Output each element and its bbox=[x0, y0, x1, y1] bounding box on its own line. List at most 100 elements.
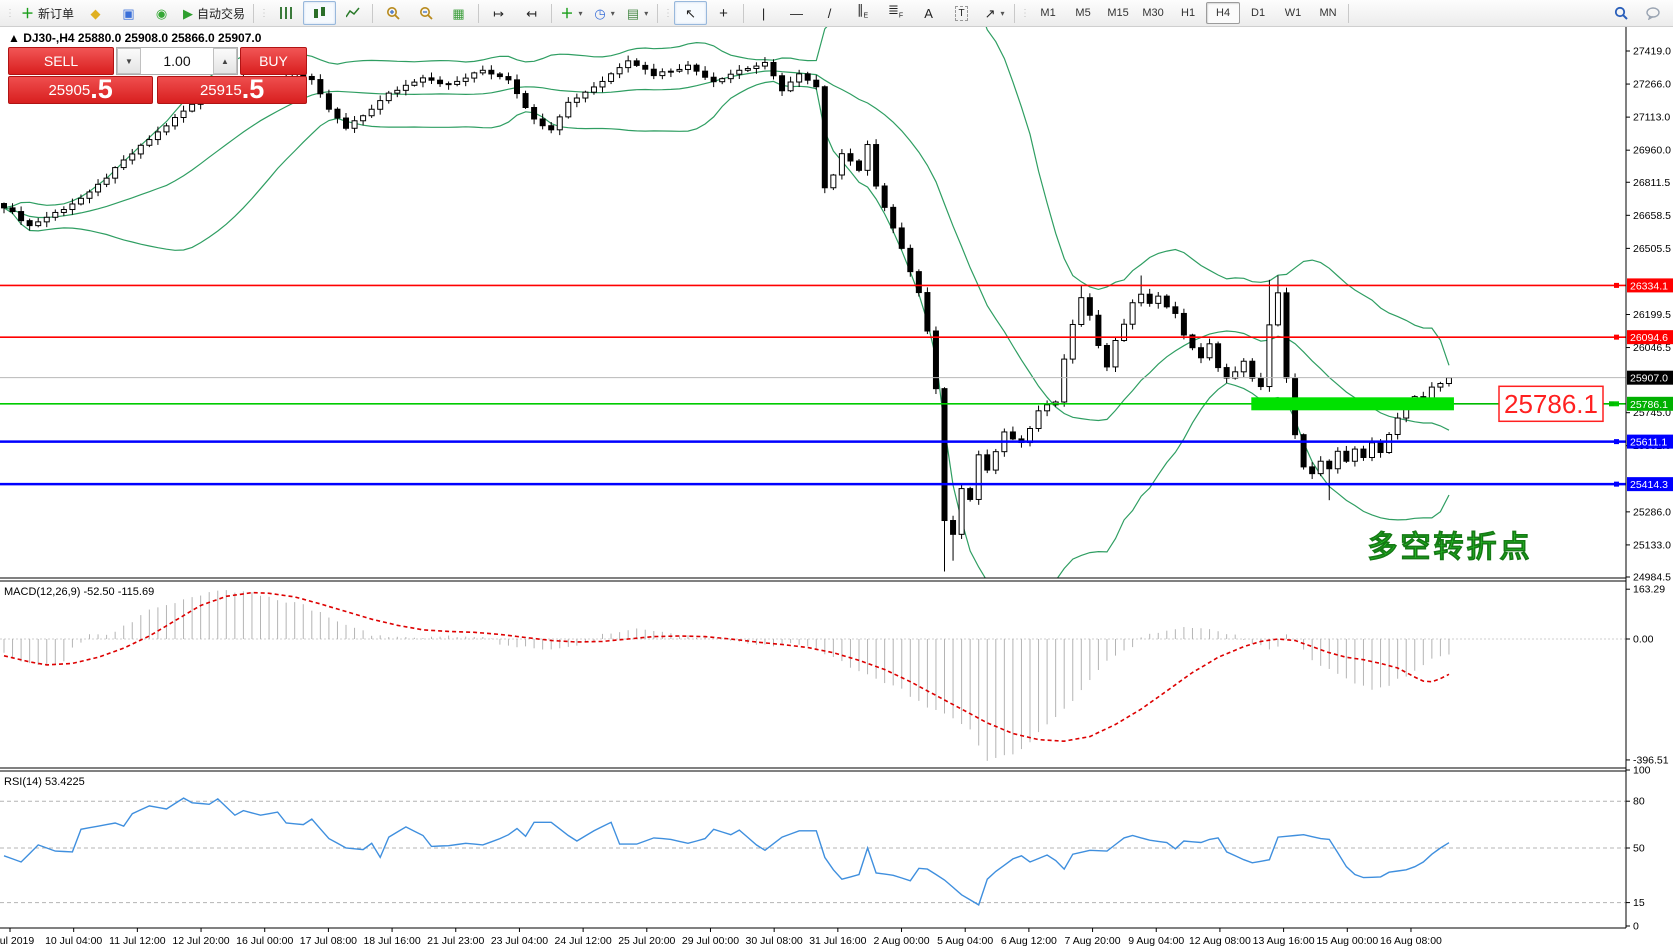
buy-price-display[interactable]: 25915.5 bbox=[157, 76, 307, 104]
candle bbox=[317, 79, 324, 95]
time-axis-label: 15 Aug 00:00 bbox=[1316, 935, 1378, 947]
candle bbox=[1343, 450, 1350, 462]
timeframe-button-D1[interactable]: D1 bbox=[1251, 7, 1266, 19]
search-button[interactable] bbox=[1604, 1, 1637, 25]
autotrading-button[interactable]: ▶ 自动交易 bbox=[178, 1, 250, 25]
chart-shift-button[interactable]: ↤ bbox=[515, 1, 548, 25]
candle bbox=[796, 73, 803, 83]
candlestick-chart-button[interactable] bbox=[303, 1, 337, 25]
text-button[interactable]: A bbox=[912, 1, 945, 25]
timeframe-button-H1[interactable]: H1 bbox=[1181, 7, 1196, 19]
volume-input[interactable] bbox=[141, 48, 213, 74]
time-axis-label: 2 Aug 00:00 bbox=[873, 935, 929, 947]
candle bbox=[539, 118, 546, 127]
templates-button[interactable]: ▤ ▾ bbox=[626, 5, 649, 21]
candle bbox=[864, 144, 871, 171]
periods-button[interactable]: ◷ ▾ bbox=[594, 5, 615, 21]
bar-chart-button[interactable] bbox=[270, 1, 303, 25]
template-icon: ▤ bbox=[626, 5, 640, 21]
timeframe-button-MN[interactable]: MN bbox=[1319, 7, 1337, 19]
volume-decrease-button[interactable]: ▼ bbox=[117, 48, 141, 74]
cn-note-annotation[interactable]: 多空转折点 bbox=[1367, 531, 1533, 565]
svg-text:26658.5: 26658.5 bbox=[1633, 210, 1671, 222]
candle bbox=[9, 207, 16, 213]
time-axis-label: 29 Jul 00:00 bbox=[682, 935, 739, 947]
candle bbox=[804, 73, 811, 81]
timeframe-button-W1[interactable]: W1 bbox=[1284, 7, 1302, 19]
svg-text:26046.5: 26046.5 bbox=[1633, 342, 1671, 354]
svg-text:25786.1: 25786.1 bbox=[1630, 399, 1668, 411]
candle bbox=[856, 160, 862, 171]
zoom-in-button[interactable] bbox=[376, 1, 409, 25]
metaeditor-button[interactable]: ◆ bbox=[79, 1, 112, 25]
auto-scroll-button[interactable]: ↦ bbox=[482, 1, 515, 25]
candle bbox=[821, 86, 828, 189]
svg-text:25907.0: 25907.0 bbox=[1630, 373, 1668, 385]
candle bbox=[1274, 292, 1281, 326]
candle bbox=[479, 69, 486, 74]
timeframe-button-M15[interactable]: M15 bbox=[1107, 7, 1129, 19]
horizontal-level-lines bbox=[0, 282, 1626, 487]
candle bbox=[1044, 404, 1051, 412]
candle bbox=[1163, 295, 1170, 308]
timeframe-button-M30[interactable]: M30 bbox=[1142, 7, 1164, 19]
candle bbox=[52, 211, 59, 218]
candle bbox=[975, 454, 982, 500]
candle bbox=[736, 69, 743, 75]
sell-button[interactable]: SELL bbox=[8, 47, 114, 75]
svg-text:25133.0: 25133.0 bbox=[1633, 539, 1671, 551]
candle bbox=[325, 93, 332, 110]
line-chart-button[interactable] bbox=[336, 1, 369, 25]
vertical-line-button[interactable]: | bbox=[747, 1, 780, 25]
fibonacci-button[interactable]: ≣F bbox=[879, 1, 912, 25]
toolbar-grip: ⋮ bbox=[1020, 7, 1030, 19]
candle bbox=[1377, 442, 1384, 454]
community-icon: ▣ bbox=[122, 5, 135, 21]
volume-increase-button[interactable]: ▲ bbox=[213, 48, 237, 74]
new-order-button[interactable]: ＋ 新订单 bbox=[16, 1, 79, 25]
signals-button[interactable]: ◉ bbox=[145, 1, 178, 25]
candle bbox=[1009, 431, 1016, 440]
timeframe-button-M1[interactable]: M1 bbox=[1040, 7, 1056, 19]
green-zone-rectangle[interactable] bbox=[1251, 397, 1454, 411]
timeframe-button-M5[interactable]: M5 bbox=[1075, 7, 1091, 19]
candle bbox=[445, 83, 452, 86]
candle bbox=[633, 60, 640, 66]
community-button[interactable]: ▣ bbox=[112, 1, 145, 25]
time-axis-label: 17 Jul 08:00 bbox=[300, 935, 357, 947]
horizontal-line-button[interactable]: — bbox=[780, 1, 813, 25]
tile-windows-button[interactable]: ▦ bbox=[442, 1, 475, 25]
buy-price-frac: .5 bbox=[241, 74, 265, 104]
time-axis-label: 11 Jul 12:00 bbox=[109, 935, 166, 947]
candle bbox=[1, 203, 7, 209]
candle bbox=[642, 64, 649, 70]
sell-price-display[interactable]: 25905.5 bbox=[8, 76, 154, 104]
timeframe-button-H4[interactable]: H4 bbox=[1206, 2, 1241, 24]
time-axis[interactable]: 8 Jul 2019 10 Jul 04:00 11 Jul 12:00 12 Jul… bbox=[0, 928, 1442, 947]
chat-button[interactable] bbox=[1637, 1, 1670, 25]
candle bbox=[1095, 314, 1102, 346]
candle bbox=[898, 227, 905, 249]
time-axis-label: 24 Jul 12:00 bbox=[555, 935, 612, 947]
price-axis[interactable]: 27419.0 27266.0 27113.0 26960.0 26811.5 26658… bbox=[1626, 46, 1673, 933]
macd-pane bbox=[0, 590, 1626, 761]
trendline-button[interactable]: / bbox=[813, 1, 846, 25]
crosshair-button[interactable]: + bbox=[707, 1, 740, 25]
candle bbox=[189, 103, 196, 112]
candle bbox=[1232, 371, 1239, 379]
candle bbox=[676, 68, 683, 72]
horizontal-line-icon: — bbox=[790, 5, 804, 21]
indicators-button[interactable]: ＋ ▾ bbox=[560, 5, 583, 21]
label-button[interactable]: T bbox=[945, 1, 978, 25]
zoom-out-button[interactable] bbox=[409, 1, 442, 25]
channel-button[interactable]: ∥E bbox=[846, 1, 879, 25]
price-callout[interactable]: 25786.1 bbox=[1453, 385, 1626, 423]
arrows-button[interactable]: ↗ ▾ bbox=[984, 5, 1005, 21]
buy-button[interactable]: BUY bbox=[240, 47, 307, 75]
candle bbox=[394, 89, 401, 94]
macd-signal-line bbox=[3, 591, 1450, 743]
svg-text:0: 0 bbox=[1633, 921, 1639, 933]
candle bbox=[1035, 410, 1042, 430]
cursor-button[interactable]: ↖ bbox=[674, 1, 708, 25]
candle bbox=[454, 80, 461, 85]
